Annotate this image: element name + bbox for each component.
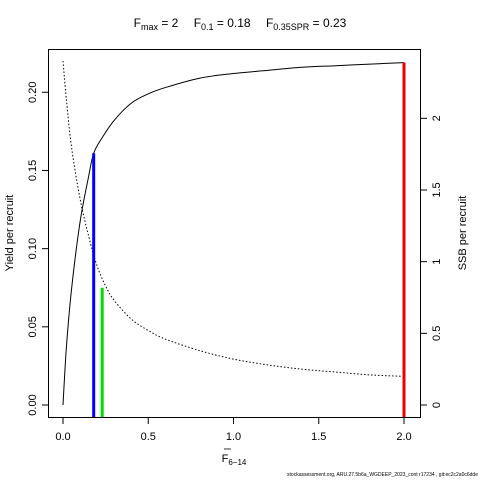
fmax-label: F	[134, 16, 141, 30]
y-right-tick-label: 1	[431, 259, 443, 265]
y-left-tick-label: 0.20	[27, 82, 39, 103]
footer-text: stockassessment.org, ARU.27.5b6a_WGDEEP_…	[287, 472, 478, 478]
y-right-tick-label: 2	[431, 115, 443, 121]
fmax-sub: max	[141, 22, 159, 32]
y-right-tick-label: 1.5	[431, 182, 443, 197]
f01-value: = 0.18	[214, 16, 251, 30]
y-right-tick-label: 0	[431, 402, 443, 408]
plot-frame	[48, 49, 421, 418]
f01-sub: 0.1	[201, 22, 214, 32]
x-tick-label: 0.0	[55, 431, 70, 443]
x-tick-label: 2.0	[396, 431, 411, 443]
f01-label: F	[194, 16, 201, 30]
x-tick-label: 0.5	[141, 431, 156, 443]
x-axis-title-sub: 6−14	[228, 458, 247, 467]
y-left-tick-label: 0.10	[27, 238, 39, 259]
chart-title: Fmax = 2 F0.1 = 0.18 F0.35SPR = 0.23	[134, 16, 347, 32]
y-right-tick-label: 0.5	[431, 326, 443, 341]
f035-value: = 0.23	[309, 16, 346, 30]
fmax-value: = 2	[158, 16, 179, 30]
x-axis-title-main: F	[222, 453, 229, 465]
x-axis: 0.0 0.5 1.0 1.5 2.0	[55, 417, 412, 443]
y-axis-left-title: Yield per recruit	[4, 195, 16, 272]
series-layer	[62, 60, 405, 406]
y-left-tick-label: 0.05	[27, 316, 39, 337]
x-tick-label: 1.5	[311, 431, 326, 443]
y-axis-right-title: SSB per recruit	[457, 196, 469, 271]
x-tick-label: 1.0	[226, 431, 241, 443]
y-axis-left: 0.00 0.05 0.10 0.15 0.20	[27, 82, 49, 416]
yield-per-recruit-curve	[62, 62, 405, 406]
ssb-per-recruit-curve	[62, 60, 405, 377]
x-axis-title: F6−14	[222, 453, 247, 467]
y-axis-right: 0 0.5 1 1.5 2	[420, 115, 443, 408]
y-left-tick-label: 0.15	[27, 160, 39, 181]
f035-label: F	[266, 16, 273, 30]
y-left-tick-label: 0.00	[27, 394, 39, 415]
reference-lines	[92, 62, 406, 417]
f035-sub: 0.35SPR	[273, 22, 310, 32]
